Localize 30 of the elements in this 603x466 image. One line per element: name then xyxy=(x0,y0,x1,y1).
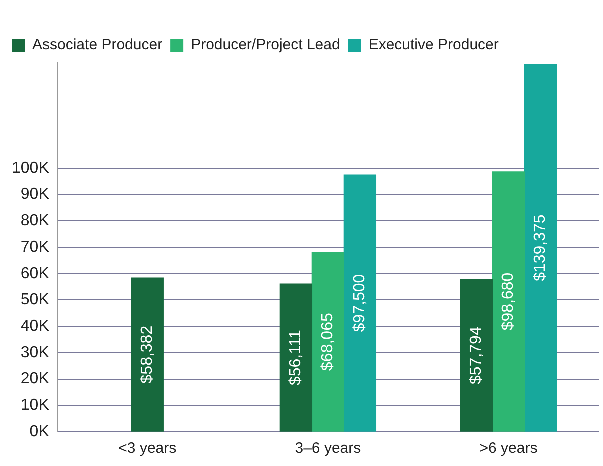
x-tick-label: 3–6 years xyxy=(295,440,362,458)
data-label: $57,794 xyxy=(468,326,486,385)
y-tick-label: 40K xyxy=(20,318,50,335)
x-tick-label: >6 years xyxy=(480,440,538,458)
legend-label: Producer/Project Lead xyxy=(191,36,340,54)
bar xyxy=(312,252,345,432)
bar xyxy=(344,174,377,432)
bar xyxy=(524,64,558,432)
y-tick-label: 90K xyxy=(20,186,50,204)
data-label: $98,680 xyxy=(500,272,518,331)
bar xyxy=(280,284,313,432)
data-label: $58,382 xyxy=(139,326,156,384)
data-label: $139,375 xyxy=(532,214,550,282)
bar xyxy=(460,279,494,432)
y-tick-label: 20K xyxy=(20,370,50,388)
data-label: $68,065 xyxy=(320,313,337,371)
y-tick-label: 80K xyxy=(20,212,50,230)
data-label: $56,111 xyxy=(288,330,305,386)
y-tick-label: 50K xyxy=(20,292,50,309)
y-tick-label: 10K xyxy=(20,397,50,414)
y-tick-label: 0K xyxy=(30,423,50,440)
y-tick-label: 100K xyxy=(12,160,50,177)
bar xyxy=(492,172,526,432)
x-tick-label: <3 years xyxy=(118,440,177,458)
y-tick-label: 60K xyxy=(20,265,50,282)
legend-label: Associate Producer xyxy=(32,36,163,54)
y-tick-label: 70K xyxy=(20,238,50,256)
y-tick-label: 30K xyxy=(20,344,50,362)
legend-label: Executive Producer xyxy=(368,36,499,54)
data-label: $97,500 xyxy=(352,274,369,332)
